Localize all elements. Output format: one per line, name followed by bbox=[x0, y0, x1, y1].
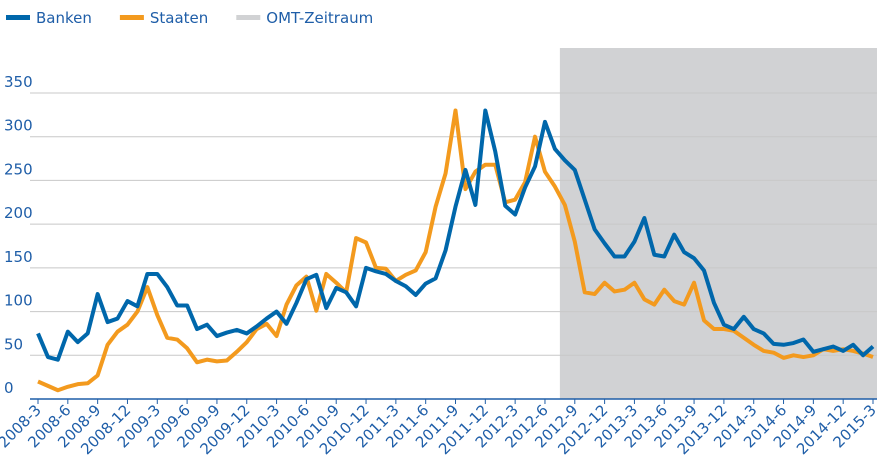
y-tick-label: 150 bbox=[4, 248, 33, 266]
legend-label: Banken bbox=[36, 9, 92, 27]
y-tick-label: 200 bbox=[4, 204, 33, 222]
legend-swatch bbox=[6, 15, 30, 20]
y-tick-label: 250 bbox=[4, 160, 33, 178]
legend-swatch bbox=[236, 15, 261, 20]
legend-label: Staaten bbox=[150, 9, 208, 27]
line-series bbox=[36, 108, 875, 362]
y-tick-label: 350 bbox=[4, 73, 33, 91]
legend-swatch bbox=[119, 15, 144, 20]
y-tick-label: 100 bbox=[4, 292, 33, 310]
omt-region bbox=[559, 48, 877, 399]
y-tick-label: 300 bbox=[4, 117, 33, 135]
y-tick-label: 50 bbox=[4, 335, 23, 353]
legend-label: OMT-Zeitraum bbox=[266, 9, 373, 27]
y-tick-label: 0 bbox=[4, 379, 14, 397]
